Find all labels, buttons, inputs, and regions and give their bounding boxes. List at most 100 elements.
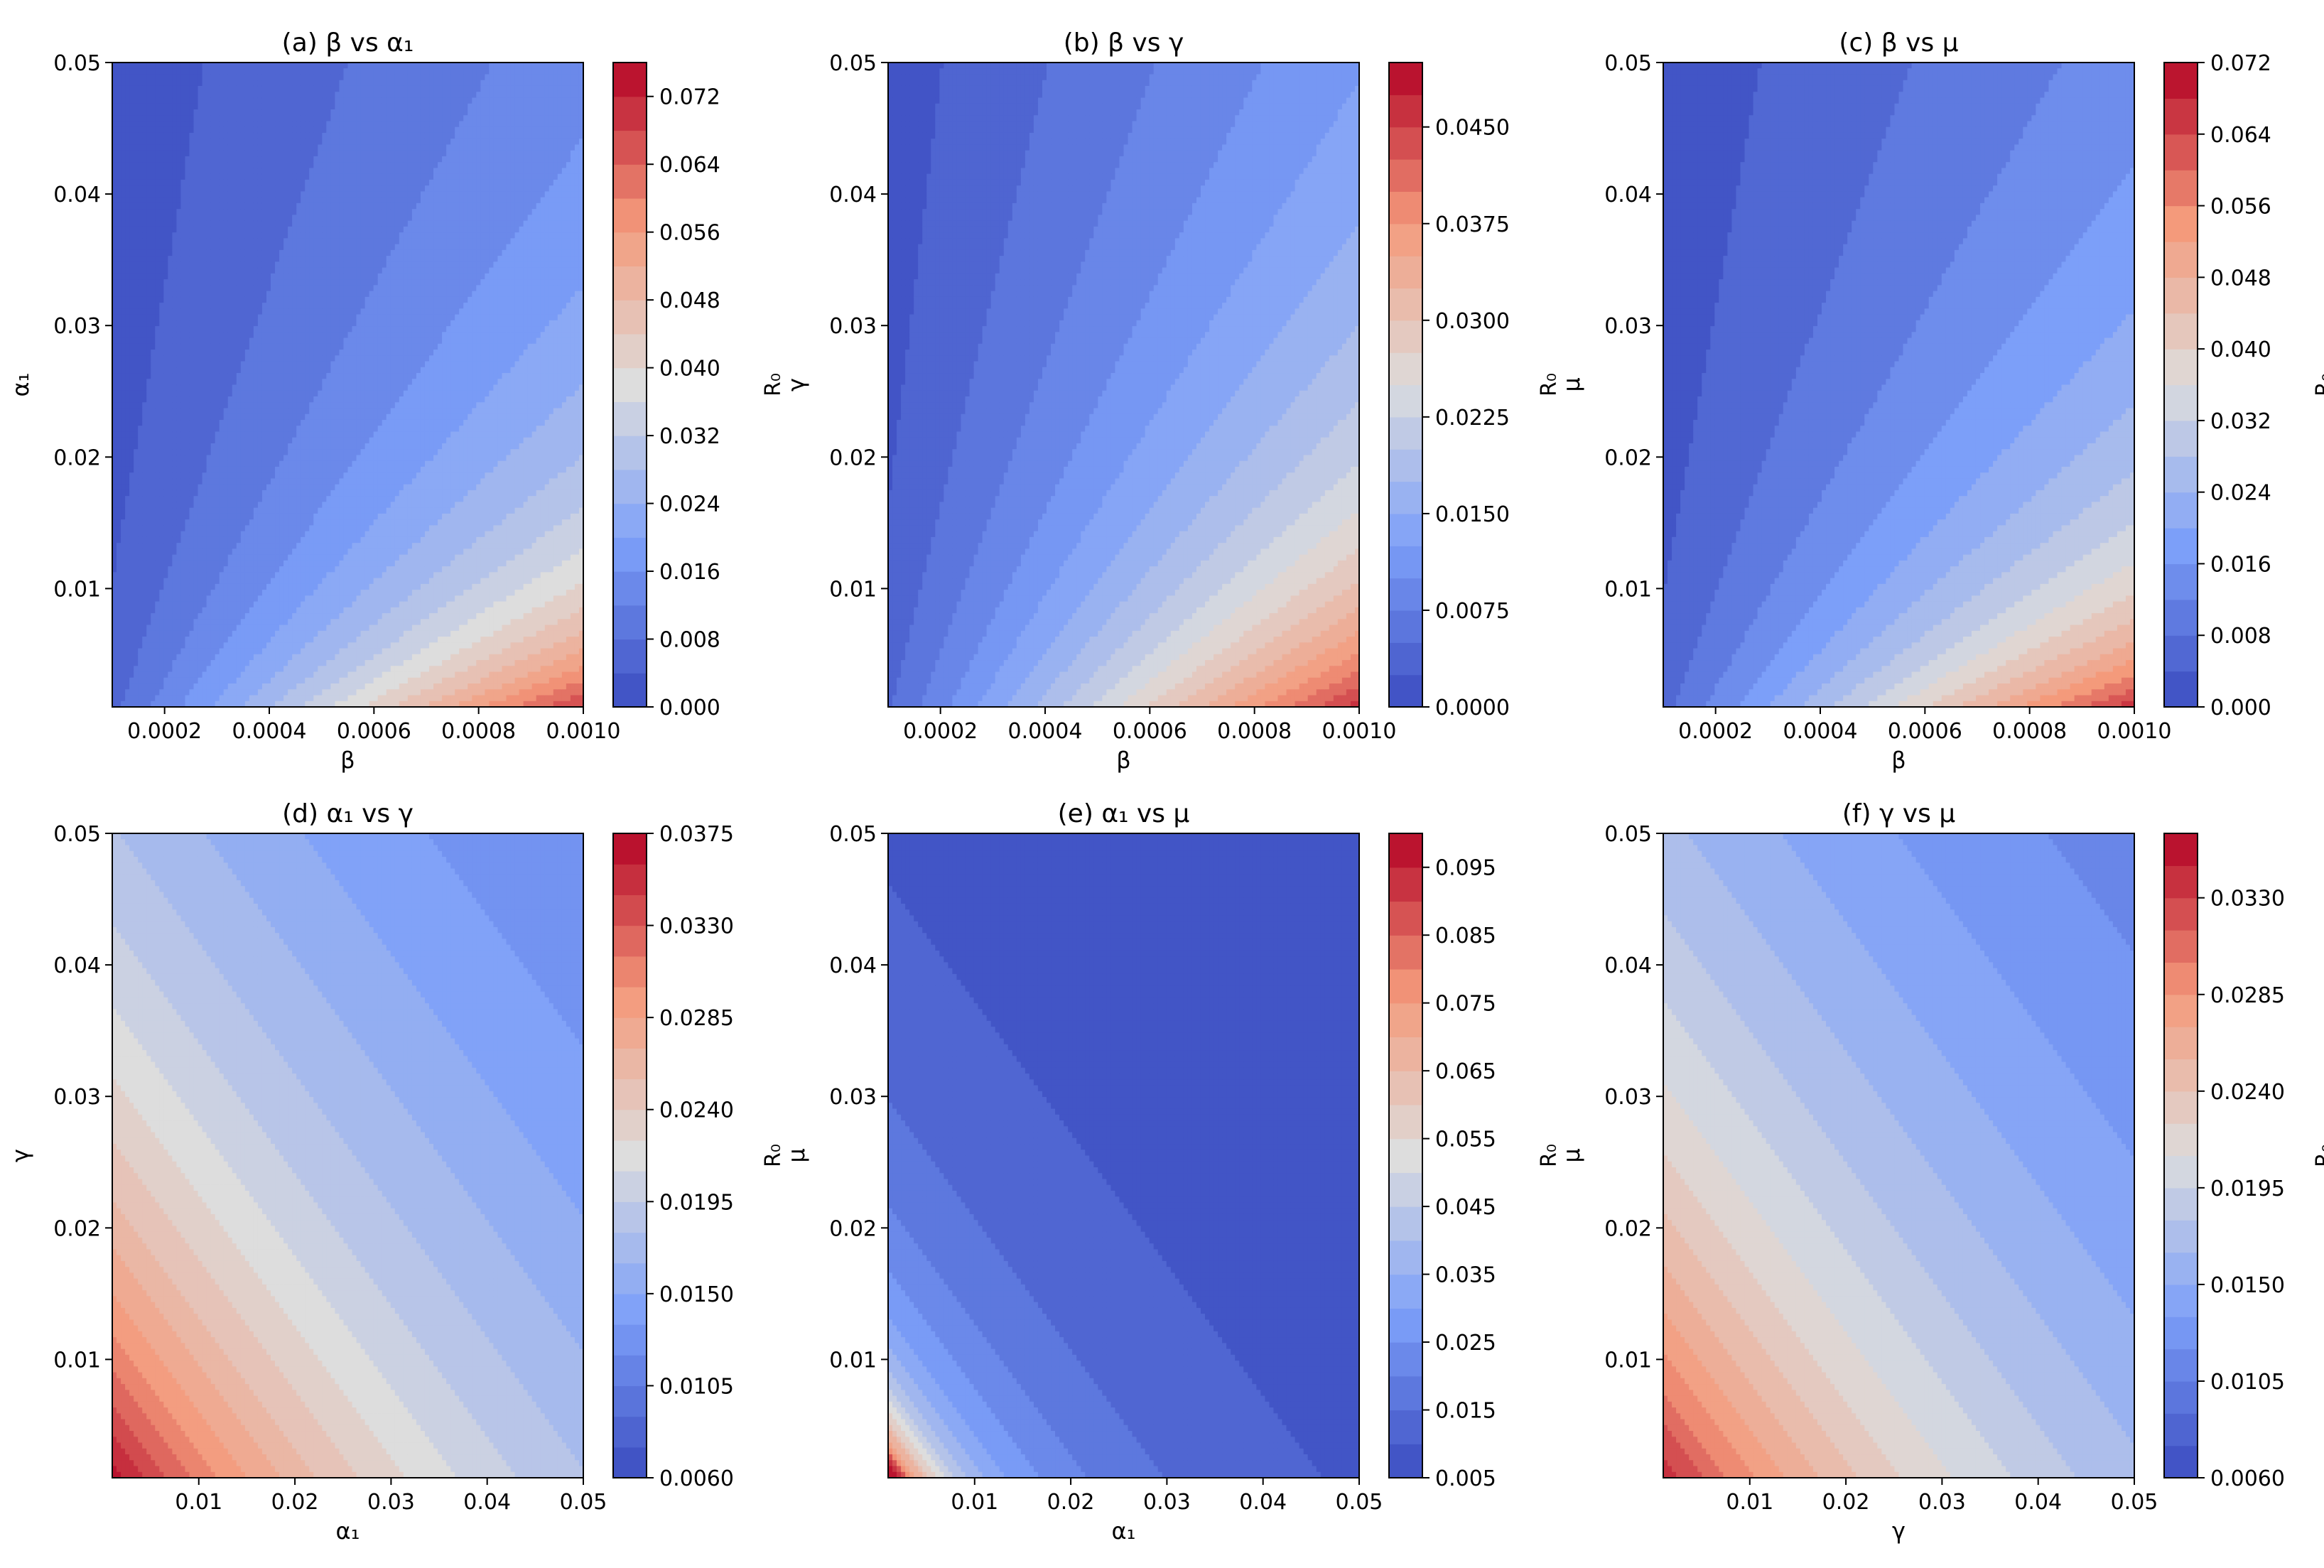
contour-cell — [121, 672, 126, 678]
contour-cell — [129, 642, 134, 649]
contour-cell — [125, 274, 130, 280]
contour-cell — [117, 572, 121, 578]
contour-cell — [125, 431, 130, 438]
contour-cell — [129, 326, 134, 332]
contour-cell — [121, 514, 126, 520]
contour-cell — [125, 362, 130, 368]
contour-cell — [129, 74, 134, 80]
contour-cell — [125, 303, 130, 309]
contour-cell — [125, 602, 130, 608]
contour-cell — [125, 607, 130, 614]
contour-cell — [117, 537, 121, 544]
contour-cell — [129, 139, 134, 145]
contour-cell — [129, 555, 134, 561]
contour-cell — [117, 496, 121, 502]
contour-cell — [125, 151, 130, 157]
contour-cell — [117, 472, 121, 479]
contour-cell — [125, 525, 130, 531]
contour-cell — [125, 127, 130, 134]
contour-cell — [121, 362, 126, 368]
contour-cell — [121, 642, 126, 649]
contour-cell — [129, 92, 134, 98]
contour-cell — [129, 109, 134, 116]
contour-cell — [121, 127, 126, 134]
contour-cell — [125, 238, 130, 244]
contour-cell — [121, 221, 126, 227]
contour-cell — [117, 221, 121, 227]
contour-cell — [121, 561, 126, 567]
contour-cell — [129, 203, 134, 210]
contour-cell — [117, 162, 121, 168]
contour-cell — [125, 426, 130, 432]
contour-cell — [121, 308, 126, 315]
contour-cell — [117, 127, 121, 134]
contour-cell — [125, 631, 130, 637]
contour-cell — [117, 525, 121, 531]
contour-cell — [125, 308, 130, 315]
contour-cell — [125, 291, 130, 298]
contour-cell — [125, 332, 130, 338]
contour-cell — [117, 543, 121, 549]
contour-cell — [117, 578, 121, 585]
contour-cell — [121, 696, 126, 702]
contour-cell — [117, 198, 121, 204]
contour-cell — [125, 642, 130, 649]
contour-cell — [117, 261, 121, 268]
contour-cell — [129, 144, 134, 151]
contour-cell — [125, 689, 130, 696]
contour-cell — [125, 508, 130, 514]
contour-cell — [121, 402, 126, 409]
contour-cell — [129, 227, 134, 233]
contour-cell — [125, 672, 130, 678]
contour-cell — [117, 619, 121, 625]
contour-cell — [117, 303, 121, 309]
contour-cell — [117, 485, 121, 491]
contour-cell — [129, 631, 134, 637]
contour-cell — [125, 250, 130, 256]
contour-cell — [129, 625, 134, 632]
contour-cell — [125, 297, 130, 303]
contour-cell — [117, 362, 121, 368]
contour-cell — [121, 86, 126, 92]
contour-cell — [125, 566, 130, 573]
contour-cell — [121, 391, 126, 397]
contour-cell — [129, 291, 134, 298]
contour-cell — [121, 156, 126, 163]
contour-cell — [125, 209, 130, 215]
contour-cell — [117, 431, 121, 438]
contour-cell — [125, 191, 130, 198]
contour-cell — [129, 250, 134, 256]
contour-cell — [121, 80, 126, 87]
contour-cell — [125, 104, 130, 110]
contour-cell — [117, 250, 121, 256]
contour-cell — [117, 566, 121, 573]
contour-cell — [117, 584, 121, 590]
contour-cell — [121, 508, 126, 514]
contour-cell — [117, 156, 121, 163]
contour-cell — [129, 649, 134, 655]
contour-cell — [125, 496, 130, 502]
contour-cell — [125, 63, 130, 69]
contour-cell — [125, 637, 130, 643]
contour-cell — [121, 637, 126, 643]
contour-cell — [117, 461, 121, 467]
contour-cell — [117, 548, 121, 555]
contour-cell — [129, 584, 134, 590]
contour-cell — [121, 625, 126, 632]
contour-cell — [121, 291, 126, 298]
contour-cell — [121, 344, 126, 350]
contour-cell — [125, 198, 130, 204]
contour-cell — [121, 590, 126, 596]
contour-cell — [117, 68, 121, 75]
contour-cell — [117, 121, 121, 127]
contour-cell — [117, 203, 121, 210]
contour-cell — [125, 244, 130, 251]
contour-cell — [117, 379, 121, 385]
contour-cell — [121, 619, 126, 625]
contour-cell — [121, 531, 126, 538]
contour-cell — [125, 548, 130, 555]
contour-cell — [121, 326, 126, 332]
contour-cell — [125, 156, 130, 163]
contour-cell — [129, 672, 134, 678]
contour-cell — [129, 590, 134, 596]
